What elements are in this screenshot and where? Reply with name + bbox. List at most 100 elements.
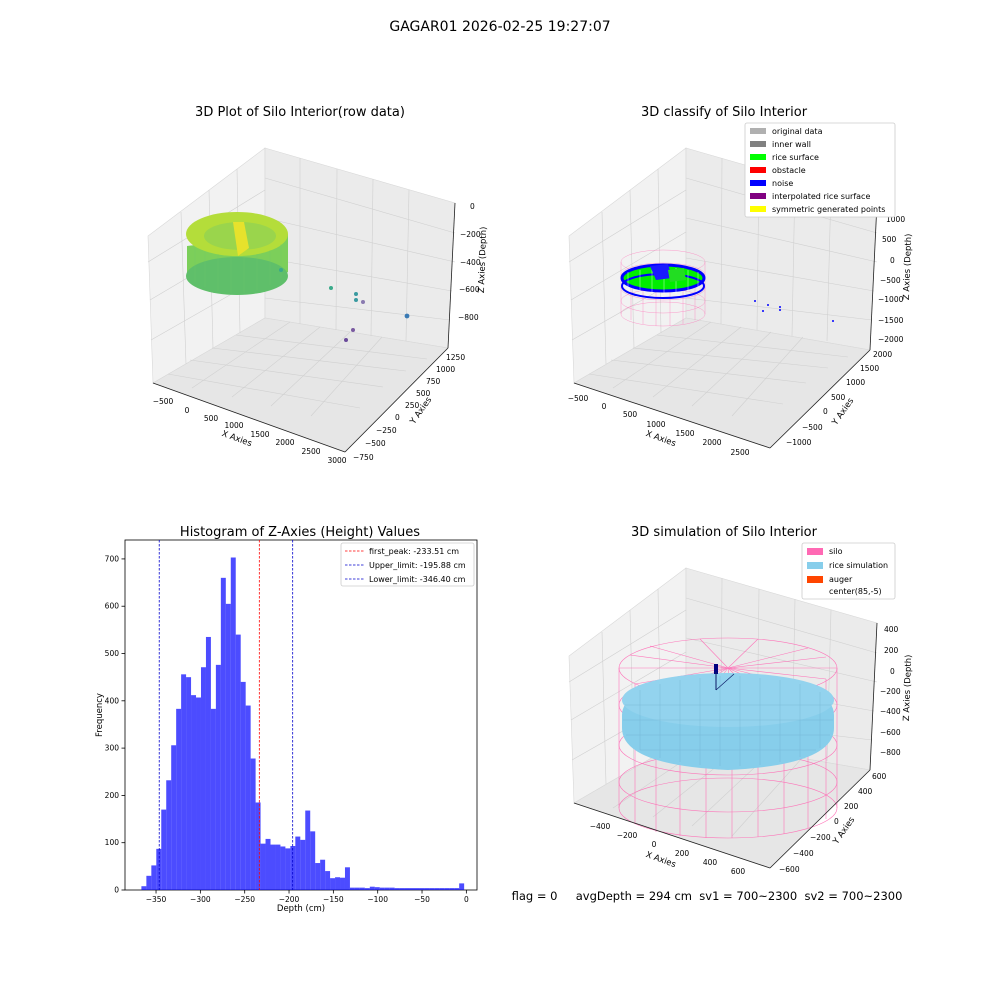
sim-x-tick: 0	[652, 840, 657, 849]
histogram-y-tick-label: 200	[105, 791, 120, 800]
legend-auger: auger	[829, 575, 853, 584]
sim-z-label: Z Axies (Depth)	[902, 654, 914, 721]
sim-x-tick: 600	[731, 867, 746, 876]
classify-noise-points	[754, 300, 834, 322]
classify-x-tick: 2500	[730, 448, 749, 457]
histogram-bar	[230, 557, 236, 890]
histogram-y-tick-label: 700	[105, 554, 120, 563]
sim-x-label: X Axies	[644, 850, 677, 870]
raw-y-tick: 250	[405, 401, 420, 410]
classify-x-tick: 500	[623, 410, 638, 419]
histogram-bar	[444, 888, 450, 890]
sim-z-tick: 0	[890, 667, 895, 676]
histogram-bar	[394, 888, 400, 890]
classify-z-tick: 1000	[886, 215, 905, 224]
histogram-bars	[141, 557, 465, 890]
histogram-bar	[424, 888, 430, 890]
raw-y-tick: 750	[426, 377, 441, 386]
histogram-bar	[176, 708, 182, 890]
legend-noise: noise	[772, 179, 793, 188]
raw-x-ticks: −500 0 500 1000 1500 2000 2500 3000	[153, 397, 347, 465]
histogram-bar	[459, 883, 465, 890]
histogram-x-ticks: −350 −300 −250 −200 −150 −100 −50 0	[146, 890, 469, 904]
histogram-bar	[305, 810, 311, 890]
histogram-bar	[384, 887, 390, 890]
histogram-title: Histogram of Z-Axies (Height) Values	[180, 525, 420, 540]
raw-z-tick: 0	[470, 202, 475, 211]
classify-z-label: Z Axies (Depth)	[902, 233, 914, 300]
raw-3d-plot: 3D Plot of Silo Interior(row data)	[147, 105, 489, 465]
histogram-x-tick-label: −100	[367, 895, 388, 904]
histogram-bar	[439, 888, 445, 890]
histogram-bar	[419, 888, 425, 890]
histogram-bar	[240, 681, 246, 890]
histogram-bar	[340, 877, 345, 890]
histogram-bar	[181, 674, 187, 890]
histogram-bar	[280, 846, 286, 890]
classify-x-tick: 1000	[646, 420, 665, 429]
histogram-bar	[379, 887, 385, 890]
sim-x-tick: −400	[590, 822, 611, 831]
classify-z-tick: −500	[880, 276, 901, 285]
legend-swatch-rice-surface	[750, 154, 766, 160]
histogram-bar	[300, 839, 306, 890]
histogram-bar	[404, 888, 410, 890]
raw-x-tick: 500	[204, 414, 219, 423]
raw-z-tick: −800	[458, 313, 479, 322]
sim-x-tick: 400	[703, 858, 718, 867]
raw-y-tick: 1000	[436, 365, 455, 374]
legend-upper-limit: Upper_limit: -195.88 cm	[369, 561, 466, 570]
histogram-x-tick-label: −50	[414, 895, 430, 904]
histogram-x-tick-label: −150	[323, 895, 344, 904]
sim-y-ticks: −600 −400 −200 0 200 400 600	[779, 772, 887, 874]
histogram-bar	[335, 877, 341, 890]
legend-interpolated-rice-surface: interpolated rice surface	[772, 192, 870, 201]
legend-swatch-noise	[750, 180, 766, 186]
sim-y-tick: 200	[844, 802, 859, 811]
histogram-bar	[399, 888, 405, 890]
raw-back-right-pane	[264, 147, 456, 349]
sim-y-tick: −400	[793, 849, 814, 858]
legend-swatch-rice-simulation	[807, 562, 823, 569]
legend-obstacle: obstacle	[772, 166, 806, 175]
sim-x-ticks: −400 −200 0 200 400 600	[590, 822, 746, 876]
histogram-bar	[215, 664, 221, 890]
histogram-x-tick-label: 0	[464, 895, 469, 904]
histogram-bar	[156, 848, 162, 890]
histogram-bar	[429, 888, 435, 890]
classify-x-ticks: −500 0 500 1000 1500 2000 2500	[568, 394, 750, 457]
histogram-bar	[141, 886, 147, 890]
histogram-y-tick-label: 500	[105, 649, 120, 658]
classify-z-tick: −1500	[878, 316, 904, 325]
histogram-bar	[409, 888, 415, 890]
histogram-bar	[161, 809, 167, 890]
histogram-legend: first_peak: -233.51 cm Upper_limit: -195…	[340, 542, 475, 587]
classify-legend: original data inner wall rice surface ob…	[744, 122, 896, 218]
histogram-bar	[245, 705, 251, 890]
sim-z-ticks: 400 200 0 −200 −400 −600 −800	[880, 625, 901, 757]
raw-z-tick: −600	[459, 285, 480, 294]
histogram-x-tick-label: −350	[146, 895, 167, 904]
histogram-x-tick-label: −250	[234, 895, 255, 904]
histogram-x-label: Depth (cm)	[277, 904, 325, 914]
raw-x-label: X Axies	[220, 429, 253, 449]
figure-title: GAGAR01 2026-02-25 19:27:07	[389, 19, 610, 35]
sim-auger	[714, 664, 735, 691]
classify-y-tick: 2000	[873, 350, 892, 359]
histogram-bar	[210, 708, 216, 890]
histogram-bar	[270, 844, 276, 890]
legend-inner-wall: inner wall	[772, 140, 811, 149]
raw-y-tick: 500	[416, 389, 431, 398]
classify-x-tick: −500	[568, 394, 589, 403]
classify-z-tick: −1000	[878, 295, 904, 304]
histogram-x-tick-label: −200	[279, 895, 300, 904]
legend-swatch-silo	[807, 548, 823, 555]
classify-y-tick: 1000	[846, 378, 865, 387]
raw-x-tick: 0	[185, 406, 190, 415]
raw-x-tick: 2000	[275, 438, 294, 447]
histogram-bar	[265, 838, 271, 890]
histogram-bar	[196, 697, 201, 890]
histogram-bar	[200, 667, 206, 890]
classify-x-tick: 1500	[675, 429, 694, 438]
